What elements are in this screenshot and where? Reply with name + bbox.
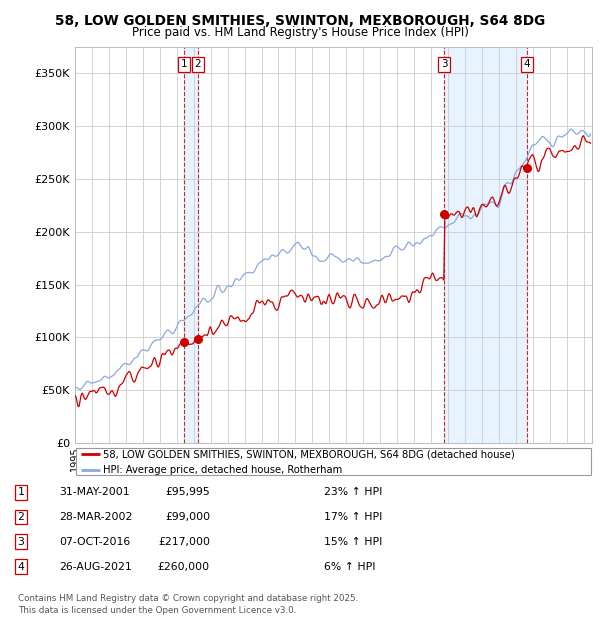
Text: Price paid vs. HM Land Registry's House Price Index (HPI): Price paid vs. HM Land Registry's House … [131, 26, 469, 39]
Text: 6% ↑ HPI: 6% ↑ HPI [324, 562, 376, 572]
Text: 3: 3 [17, 537, 25, 547]
Text: 2: 2 [194, 60, 201, 69]
Text: 23% ↑ HPI: 23% ↑ HPI [324, 487, 382, 497]
Text: 26-AUG-2021: 26-AUG-2021 [59, 562, 131, 572]
Text: £260,000: £260,000 [158, 562, 210, 572]
Text: 1: 1 [181, 60, 187, 69]
Text: 58, LOW GOLDEN SMITHIES, SWINTON, MEXBOROUGH, S64 8DG: 58, LOW GOLDEN SMITHIES, SWINTON, MEXBOR… [55, 14, 545, 28]
Text: £95,995: £95,995 [165, 487, 210, 497]
Text: 4: 4 [524, 60, 530, 69]
FancyBboxPatch shape [76, 448, 591, 475]
Text: 2: 2 [17, 512, 25, 522]
Text: 3: 3 [441, 60, 448, 69]
Text: £217,000: £217,000 [158, 537, 210, 547]
Bar [184, 46, 198, 443]
Text: 31-MAY-2001: 31-MAY-2001 [59, 487, 130, 497]
Text: 15% ↑ HPI: 15% ↑ HPI [324, 537, 382, 547]
Text: 07-OCT-2016: 07-OCT-2016 [59, 537, 130, 547]
Text: Contains HM Land Registry data © Crown copyright and database right 2025.
This d: Contains HM Land Registry data © Crown c… [18, 593, 358, 615]
Text: HPI: Average price, detached house, Rotherham: HPI: Average price, detached house, Roth… [103, 464, 343, 475]
Text: £99,000: £99,000 [165, 512, 210, 522]
Bar [444, 46, 527, 443]
Text: 58, LOW GOLDEN SMITHIES, SWINTON, MEXBOROUGH, S64 8DG (detached house): 58, LOW GOLDEN SMITHIES, SWINTON, MEXBOR… [103, 450, 515, 459]
Text: 1: 1 [17, 487, 25, 497]
Text: 17% ↑ HPI: 17% ↑ HPI [324, 512, 382, 522]
Text: 28-MAR-2002: 28-MAR-2002 [59, 512, 132, 522]
Text: 4: 4 [17, 562, 25, 572]
